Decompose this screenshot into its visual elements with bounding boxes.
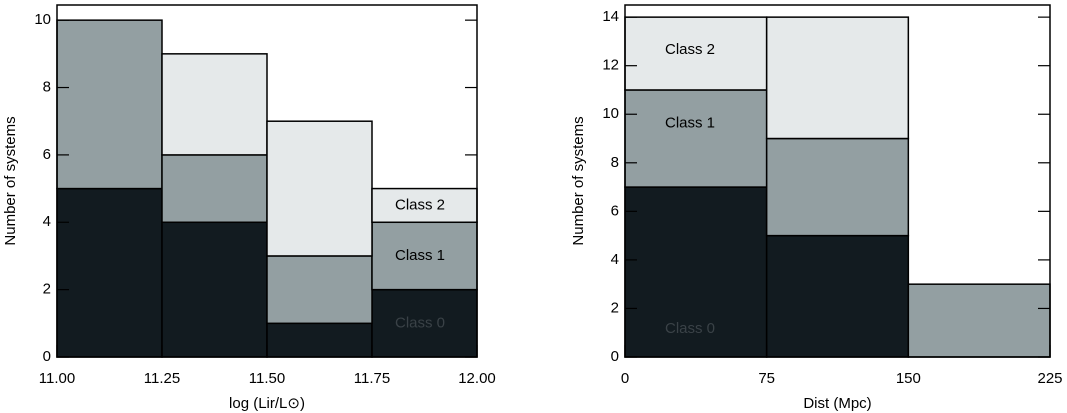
bar xyxy=(907,283,1051,358)
x-tick-label: 12.00 xyxy=(458,370,496,387)
y-tick-label: 6 xyxy=(611,202,619,219)
y-tick-label: 4 xyxy=(43,213,51,230)
y-tick-label: 2 xyxy=(611,299,619,316)
bar xyxy=(765,234,910,358)
bar xyxy=(266,120,373,257)
y-axis-label: Number of systems xyxy=(2,116,19,245)
class-label: Class 0 xyxy=(665,320,715,337)
y-tick-label: 8 xyxy=(611,154,619,171)
x-tick-label: 0 xyxy=(621,370,629,387)
class-label: Class 1 xyxy=(665,114,715,131)
x-tick-label: 75 xyxy=(758,370,775,387)
y-tick-label: 6 xyxy=(43,146,51,163)
y-tick-label: 0 xyxy=(611,348,619,365)
y-tick-label: 12 xyxy=(602,57,619,74)
bar xyxy=(161,154,268,224)
x-tick-label: 11.00 xyxy=(39,370,75,387)
class-label: Class 2 xyxy=(665,41,715,58)
bar xyxy=(371,187,478,224)
bar xyxy=(765,16,910,140)
y-axis-label: Number of systems xyxy=(570,116,587,245)
bar xyxy=(161,221,268,358)
y-tick-label: 2 xyxy=(43,281,51,298)
bar xyxy=(161,53,268,156)
class-label: Class 0 xyxy=(395,314,445,331)
bar xyxy=(266,255,373,325)
bar xyxy=(371,221,478,291)
y-tick-label: 8 xyxy=(43,78,51,95)
x-tick-label: 11.75 xyxy=(354,370,390,387)
x-tick-label: 11.50 xyxy=(249,370,285,387)
bar xyxy=(266,322,373,358)
plot-frame xyxy=(624,4,1051,358)
bar xyxy=(765,137,910,237)
y-tick-label: 4 xyxy=(611,251,619,268)
y-tick-label: 0 xyxy=(43,348,51,365)
x-tick-label: 150 xyxy=(896,370,921,387)
bar xyxy=(624,89,768,188)
y-tick-label: 10 xyxy=(602,105,619,122)
bar xyxy=(56,187,163,358)
y-tick-label: 10 xyxy=(34,11,51,28)
y-tick-label: 14 xyxy=(602,8,619,25)
class-label: Class 1 xyxy=(395,247,445,264)
bar xyxy=(371,288,478,358)
class-label: Class 2 xyxy=(395,196,445,213)
x-tick-label: 225 xyxy=(1037,370,1062,387)
bar xyxy=(56,19,163,190)
x-tick-label: 11.25 xyxy=(144,370,180,387)
x-axis-label: log (Lir/L⊙) xyxy=(229,395,305,412)
bar xyxy=(624,186,768,358)
x-axis-label: Dist (Mpc) xyxy=(803,395,871,412)
